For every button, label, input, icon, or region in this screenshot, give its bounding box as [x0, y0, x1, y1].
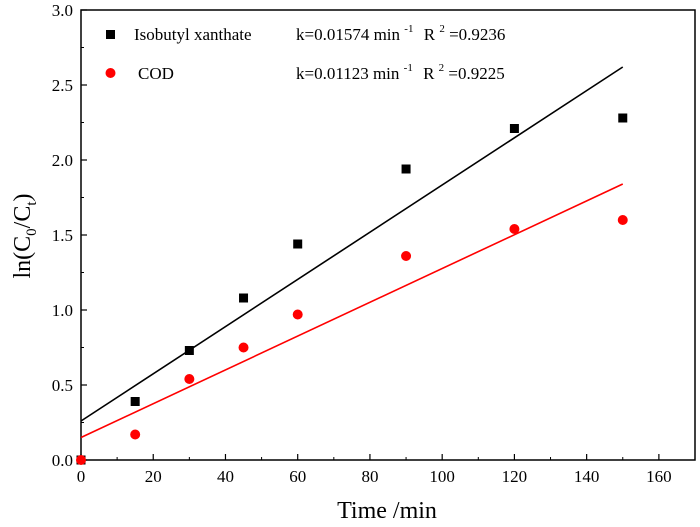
- point-cod: [401, 251, 412, 261]
- point-cod: [617, 215, 628, 225]
- x-tick-label: 20: [145, 467, 162, 486]
- y-tick-label: 2.0: [52, 151, 73, 170]
- y-tick-label: 1.0: [52, 301, 73, 320]
- x-tick-label: 160: [646, 467, 672, 486]
- legend-k-sup-cod: -1: [404, 62, 413, 74]
- point-cod: [238, 342, 249, 353]
- legend-r2-prefix-cod: R: [423, 64, 435, 83]
- legend-marker-xanthate: [106, 30, 115, 39]
- y-axis-title: ln(C0/Ct): [10, 193, 40, 278]
- fit-line-xanthate: [80, 66, 624, 422]
- point-xanthate: [509, 124, 519, 133]
- y-axis-title-subt: t: [24, 201, 40, 206]
- axis-ticks: 0 20 40 60 80 100 120 140 160 0.0 0.5 1.0 1.5 2.0 2.5 3…: [52, 1, 672, 486]
- fit-lines: [80, 66, 624, 439]
- legend-r2-value-cod: =0.9225: [448, 64, 504, 83]
- legend-r2-sup-cod: 2: [439, 62, 445, 74]
- legend-row-xanthate: Isobutyl xanthate k=0.01574 min -1 R 2 =…: [134, 17, 505, 44]
- x-tick-label: 80: [361, 467, 378, 486]
- point-xanthate: [401, 164, 411, 174]
- legend-k-xanthate: k=0.01574 min: [296, 25, 401, 44]
- x-tick-label: 140: [574, 467, 600, 486]
- point-xanthate: [618, 113, 628, 123]
- legend-r2-prefix-xanthate: R: [424, 25, 436, 44]
- y-axis-title-sub0: 0: [24, 228, 40, 236]
- legend-marker-cod: [105, 68, 116, 78]
- point-xanthate: [130, 397, 140, 406]
- x-axis-title: Time /min: [337, 498, 437, 524]
- point-cod: [292, 309, 303, 320]
- point-cod: [509, 224, 520, 234]
- legend: Isobutyl xanthate k=0.01574 min -1 R 2 =…: [105, 17, 505, 83]
- y-tick-label: 1.5: [52, 226, 73, 245]
- y-tick-label: 0.0: [52, 451, 73, 470]
- fit-line-cod: [80, 183, 624, 439]
- legend-r2-value-xanthate: =0.9236: [449, 25, 505, 44]
- point-xanthate: [239, 293, 249, 303]
- y-axis-title-mid: /C: [10, 206, 36, 229]
- x-tick-label: 0: [77, 467, 86, 486]
- x-tick-label: 40: [217, 467, 234, 486]
- x-tick-label: 100: [429, 467, 455, 486]
- y-tick-label: 3.0: [52, 1, 73, 20]
- x-tick-label: 120: [502, 467, 528, 486]
- legend-r2-sup-xanthate: 2: [439, 23, 445, 35]
- legend-label-xanthate: Isobutyl xanthate: [134, 25, 252, 44]
- point-xanthate: [184, 346, 194, 355]
- legend-k-cod: k=0.01123 min: [296, 64, 400, 83]
- legend-row-cod: COD k=0.01123 min -1 R 2 =0.9225: [138, 56, 505, 83]
- point-cod: [184, 374, 195, 384]
- y-axis-title-base: ln(C: [10, 236, 36, 279]
- data-points: [76, 113, 628, 465]
- point-cod: [130, 429, 141, 440]
- y-tick-label: 2.5: [52, 76, 73, 95]
- y-axis-title-end: ): [10, 193, 36, 201]
- legend-k-sup-xanthate: -1: [404, 23, 413, 35]
- point-xanthate: [293, 239, 303, 249]
- point-cod: [76, 455, 86, 465]
- legend-label-cod: COD: [138, 64, 174, 83]
- y-tick-label: 0.5: [52, 376, 73, 395]
- x-tick-label: 60: [289, 467, 306, 486]
